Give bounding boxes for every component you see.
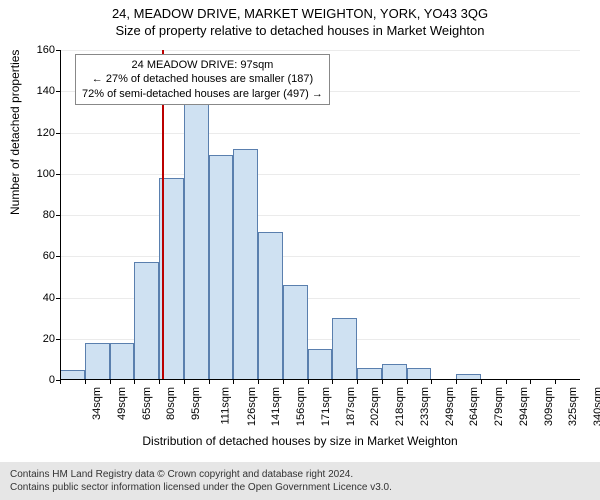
histogram-bar — [308, 349, 333, 380]
xtick-label: 187sqm — [345, 387, 357, 426]
gridline — [60, 256, 580, 257]
x-axis — [60, 379, 580, 380]
xtick-mark — [85, 380, 86, 384]
y-axis — [60, 50, 61, 380]
xtick-label: 340sqm — [592, 387, 600, 426]
legend-box: 24 MEADOW DRIVE: 97sqm← 27% of detached … — [75, 54, 330, 105]
xtick-label: 233sqm — [419, 387, 431, 426]
xtick-label: 249sqm — [444, 387, 456, 426]
page-title: 24, MEADOW DRIVE, MARKET WEIGHTON, YORK,… — [0, 0, 600, 21]
y-axis-label: Number of detached properties — [8, 50, 22, 215]
xtick-label: 279sqm — [493, 387, 505, 426]
xtick-mark — [431, 380, 432, 384]
legend-line: 72% of semi-detached houses are larger (… — [82, 87, 323, 101]
xtick-mark — [357, 380, 358, 384]
xtick-mark — [110, 380, 111, 384]
ytick-label: 40 — [25, 292, 55, 304]
histogram-bar — [233, 149, 258, 380]
gridline — [60, 215, 580, 216]
xtick-mark — [407, 380, 408, 384]
xtick-mark — [308, 380, 309, 384]
xtick-label: 325sqm — [568, 387, 580, 426]
gridline — [60, 50, 580, 51]
xtick-mark — [60, 380, 61, 384]
xtick-label: 34sqm — [91, 387, 103, 420]
ytick-label: 80 — [25, 209, 55, 221]
gridline — [60, 133, 580, 134]
xtick-mark — [134, 380, 135, 384]
xtick-mark — [209, 380, 210, 384]
xtick-mark — [555, 380, 556, 384]
xtick-label: 141sqm — [270, 387, 282, 426]
xtick-mark — [233, 380, 234, 384]
xtick-label: 218sqm — [394, 387, 406, 426]
footer-line-1: Contains HM Land Registry data © Crown c… — [10, 468, 590, 481]
xtick-label: 156sqm — [295, 387, 307, 426]
xtick-mark — [332, 380, 333, 384]
x-axis-label: Distribution of detached houses by size … — [0, 434, 600, 448]
xtick-mark — [159, 380, 160, 384]
ytick-label: 0 — [25, 374, 55, 386]
xtick-mark — [382, 380, 383, 384]
ytick-label: 60 — [25, 250, 55, 262]
histogram-bar — [85, 343, 110, 380]
xtick-label: 171sqm — [320, 387, 332, 426]
ytick-label: 160 — [25, 44, 55, 56]
xtick-label: 294sqm — [518, 387, 530, 426]
chart-container: 24, MEADOW DRIVE, MARKET WEIGHTON, YORK,… — [0, 0, 600, 500]
histogram-bar — [184, 97, 209, 380]
ytick-label: 100 — [25, 168, 55, 180]
xtick-label: 65sqm — [141, 387, 153, 420]
footer-line-2: Contains public sector information licen… — [10, 481, 590, 494]
xtick-label: 80sqm — [165, 387, 177, 420]
histogram-bar — [110, 343, 135, 380]
xtick-label: 49sqm — [116, 387, 128, 420]
ytick-label: 120 — [25, 127, 55, 139]
footer: Contains HM Land Registry data © Crown c… — [0, 462, 600, 500]
histogram-bar — [134, 262, 159, 380]
xtick-label: 95sqm — [190, 387, 202, 420]
xtick-mark — [258, 380, 259, 384]
legend-line: ← 27% of detached houses are smaller (18… — [82, 72, 323, 86]
xtick-mark — [184, 380, 185, 384]
histogram-bar — [382, 364, 407, 381]
histogram-bar — [283, 285, 308, 380]
xtick-mark — [530, 380, 531, 384]
histogram-bar — [332, 318, 357, 380]
ytick-label: 140 — [25, 85, 55, 97]
xtick-label: 202sqm — [370, 387, 382, 426]
xtick-mark — [456, 380, 457, 384]
xtick-mark — [506, 380, 507, 384]
xtick-label: 126sqm — [246, 387, 258, 426]
legend-line: 24 MEADOW DRIVE: 97sqm — [82, 58, 323, 72]
gridline — [60, 174, 580, 175]
xtick-label: 111sqm — [219, 387, 231, 425]
xtick-label: 309sqm — [543, 387, 555, 426]
xtick-label: 264sqm — [469, 387, 481, 426]
chart-subtitle: Size of property relative to detached ho… — [0, 21, 600, 38]
histogram-bar — [209, 155, 234, 380]
ytick-label: 20 — [25, 333, 55, 345]
xtick-mark — [283, 380, 284, 384]
histogram-bar — [258, 232, 283, 381]
xtick-mark — [481, 380, 482, 384]
